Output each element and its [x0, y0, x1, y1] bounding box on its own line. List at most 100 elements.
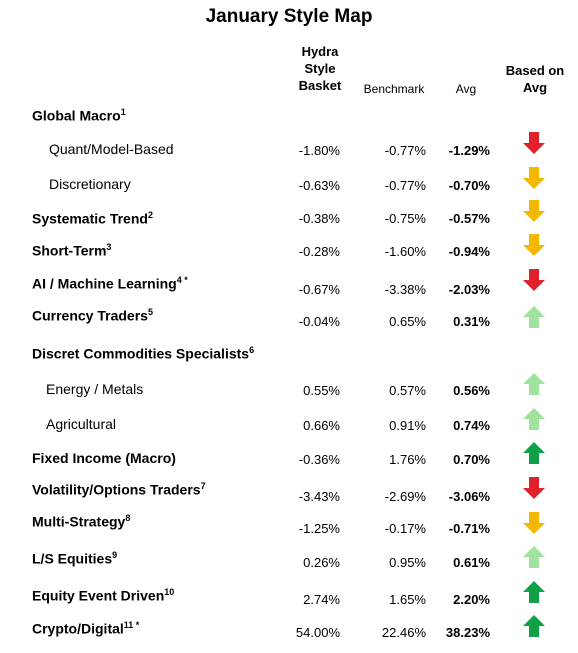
- row-label: Volatility/Options Traders7: [32, 481, 206, 498]
- row-label-text: Fixed Income (Macro): [32, 450, 176, 466]
- benchmark-value: 1.76%: [389, 452, 426, 467]
- header-line: Hydra: [301, 44, 339, 59]
- row-label: Multi-Strategy8: [32, 513, 130, 530]
- header-line: Avg: [522, 80, 548, 95]
- row-label: Crypto/Digital11 *: [32, 620, 139, 637]
- header-hydra-style-basket: Hydra Style Basket: [290, 43, 350, 94]
- hydra-value: -0.36%: [298, 452, 340, 467]
- hydra-value: -0.63%: [298, 178, 340, 193]
- row-label-text: Equity Event Driven: [32, 587, 165, 604]
- avg-value: 0.56%: [453, 383, 490, 398]
- arrow-down-red-icon: [523, 269, 545, 291]
- footnote-marker: 10: [164, 587, 175, 597]
- row-label-text: Short-Term: [32, 242, 107, 259]
- row-label: Energy / Metals: [46, 381, 143, 397]
- row-label-text: Currency Traders: [32, 307, 148, 324]
- arrow-up-darkgreen-icon: [523, 615, 545, 637]
- arrow-down-red-icon: [523, 477, 545, 499]
- row-label: AI / Machine Learning4 *: [32, 275, 188, 292]
- hydra-value: 0.66%: [303, 418, 340, 433]
- hydra-value: 54.00%: [295, 625, 340, 640]
- hydra-value: 0.26%: [303, 555, 340, 570]
- avg-value: 0.70%: [453, 452, 490, 467]
- row-label-text: Multi-Strategy: [32, 513, 126, 530]
- row-label-text: Systematic Trend: [32, 210, 148, 227]
- hydra-value: -1.25%: [298, 521, 340, 536]
- row-label: Discret Commodities Specialists6: [32, 345, 254, 362]
- benchmark-value: -0.17%: [384, 521, 426, 536]
- footnote-marker: 2: [147, 210, 153, 220]
- arrow-down-red-icon: [523, 132, 545, 154]
- benchmark-value: 0.95%: [389, 555, 426, 570]
- row-label: Agricultural: [46, 416, 116, 432]
- row-label: Currency Traders5: [32, 307, 153, 324]
- header-line: Based on: [505, 63, 565, 78]
- avg-value: 0.61%: [453, 555, 490, 570]
- hydra-value: -3.43%: [298, 489, 340, 504]
- benchmark-value: -3.38%: [384, 282, 426, 297]
- benchmark-value: -0.77%: [384, 178, 426, 193]
- footnote-marker: 1: [120, 107, 126, 117]
- benchmark-value: 1.65%: [389, 592, 426, 607]
- benchmark-value: -1.60%: [384, 244, 426, 259]
- footnote-marker: 7: [200, 481, 206, 491]
- benchmark-value: 0.57%: [389, 383, 426, 398]
- avg-value: 2.20%: [453, 592, 490, 607]
- arrow-up-lightgreen-icon: [523, 546, 545, 568]
- avg-value: -0.70%: [448, 178, 490, 193]
- arrow-up-lightgreen-icon: [523, 408, 545, 430]
- header-based-on-avg: Based on Avg: [500, 62, 570, 96]
- hydra-value: -0.38%: [298, 211, 340, 226]
- row-label-text: Discretionary: [49, 176, 131, 192]
- row-label: L/S Equities9: [32, 550, 117, 567]
- arrow-up-darkgreen-icon: [523, 581, 545, 603]
- avg-value: -1.29%: [448, 143, 490, 158]
- row-label-text: L/S Equities: [32, 550, 113, 567]
- row-label-text: Global Macro: [32, 107, 121, 124]
- row-label-text: Energy / Metals: [46, 381, 144, 397]
- row-label-text: AI / Machine Learning: [32, 275, 177, 292]
- arrow-down-yellow-icon: [523, 200, 545, 222]
- row-label-text: Discret Commodities Specialists: [32, 345, 250, 362]
- avg-value: -0.94%: [448, 244, 490, 259]
- row-label: Quant/Model-Based: [49, 141, 174, 157]
- footnote-marker: 8: [125, 513, 131, 523]
- avg-value: -2.03%: [448, 282, 490, 297]
- page-title: January Style Map: [205, 6, 373, 27]
- footnote-marker: 6: [249, 345, 255, 355]
- row-label: Systematic Trend2: [32, 210, 153, 227]
- row-label: Equity Event Driven10: [32, 587, 174, 604]
- avg-value: -0.57%: [448, 211, 490, 226]
- benchmark-value: -2.69%: [384, 489, 426, 504]
- avg-value: -3.06%: [448, 489, 490, 504]
- hydra-value: -1.80%: [298, 143, 340, 158]
- footnote-marker: 3: [106, 242, 112, 252]
- avg-value: -0.71%: [448, 521, 490, 536]
- benchmark-value: -0.75%: [384, 211, 426, 226]
- hydra-value: 0.55%: [303, 383, 340, 398]
- hydra-value: 2.74%: [303, 592, 340, 607]
- arrow-down-yellow-icon: [523, 234, 545, 256]
- row-label-text: Quant/Model-Based: [49, 141, 174, 157]
- arrow-up-darkgreen-icon: [523, 442, 545, 464]
- footnote-marker: 11 *: [123, 620, 140, 630]
- footnote-marker: 5: [147, 307, 153, 317]
- arrow-up-lightgreen-icon: [523, 306, 545, 328]
- row-label: Discretionary: [49, 176, 131, 192]
- avg-value: 0.74%: [453, 418, 490, 433]
- avg-value: 0.31%: [453, 314, 490, 329]
- benchmark-value: 22.46%: [381, 625, 426, 640]
- arrow-down-yellow-icon: [523, 167, 545, 189]
- hydra-value: -0.04%: [298, 314, 340, 329]
- benchmark-value: -0.77%: [384, 143, 426, 158]
- row-label: Fixed Income (Macro): [32, 450, 176, 466]
- header-line: Basket: [298, 78, 342, 93]
- row-label-text: Agricultural: [46, 416, 117, 432]
- header-avg: Avg: [455, 82, 477, 96]
- benchmark-value: 0.65%: [389, 314, 426, 329]
- row-label-text: Volatility/Options Traders: [32, 481, 201, 498]
- hydra-value: -0.28%: [298, 244, 340, 259]
- benchmark-value: 0.91%: [389, 418, 426, 433]
- row-label: Global Macro1: [32, 107, 126, 124]
- row-label-text: Crypto/Digital: [32, 620, 124, 637]
